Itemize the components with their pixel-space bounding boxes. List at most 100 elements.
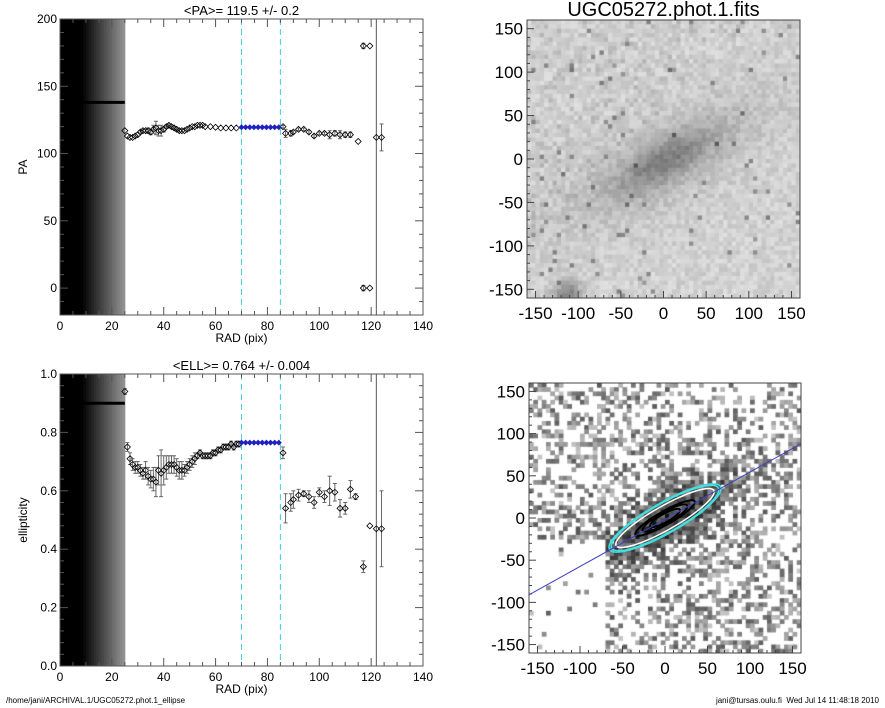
x-tick-label: 80	[261, 670, 275, 684]
y-tick-label: 0	[516, 509, 525, 528]
data-point	[193, 121, 201, 129]
inner-region-band	[111, 374, 115, 666]
inner-region-band	[80, 374, 84, 666]
inner-region-band	[88, 374, 92, 666]
data-point	[289, 495, 297, 504]
data-point	[366, 284, 374, 292]
y-tick-label: 0.8	[40, 425, 57, 439]
y-tick-label: 50	[504, 107, 523, 126]
inner-region-band	[117, 374, 121, 666]
y-tick-label: 0.6	[40, 484, 57, 498]
data-point	[352, 493, 360, 501]
data-point	[377, 133, 386, 141]
fit-point	[250, 439, 257, 446]
inner-region-band	[109, 19, 113, 315]
inner-region-band	[122, 374, 126, 666]
data-point	[227, 124, 235, 132]
data-point	[212, 123, 220, 131]
data-point	[289, 128, 297, 136]
inner-region-band	[78, 374, 82, 666]
inner-region-band	[93, 374, 97, 666]
plot-title: <ELL>= 0.764 +/- 0.004	[173, 358, 310, 373]
inner-region-band	[67, 19, 71, 315]
y-tick-label: -100	[491, 593, 525, 612]
inner-region-band	[62, 19, 66, 315]
data-point	[341, 504, 349, 512]
data-point	[294, 491, 303, 499]
inner-region-band	[67, 374, 71, 666]
data-point	[336, 131, 344, 139]
x-tick-label: -50	[609, 304, 634, 323]
data-point	[354, 137, 362, 146]
image-frame	[526, 19, 801, 299]
major-axis-line	[528, 443, 802, 596]
data-point	[199, 121, 207, 129]
residual-image	[529, 383, 801, 653]
x-tick-label: -100	[563, 659, 597, 678]
data-point	[346, 485, 354, 493]
x-tick-label: 140	[413, 319, 433, 333]
x-tick-label: 0	[659, 304, 668, 323]
y-axis-label: PA	[16, 159, 30, 174]
inner-region-band	[93, 19, 97, 315]
data-point	[315, 129, 323, 137]
data-point	[377, 525, 386, 533]
y-tick-label: 50	[44, 214, 58, 228]
inner-region-band	[75, 19, 79, 315]
x-tick-label: 60	[209, 670, 223, 684]
fit-point	[246, 124, 253, 131]
footer-path: /home/jani/ARCHIVAL.1/UGC05272.phot.1_el…	[6, 696, 186, 705]
inner-region-band	[119, 374, 123, 666]
data-point	[300, 490, 308, 498]
x-tick-label: 0	[57, 670, 64, 684]
data-point	[131, 132, 139, 140]
data-point	[310, 498, 318, 507]
inner-region-band	[72, 374, 77, 666]
inner-region-band	[98, 19, 102, 315]
fit-point	[250, 124, 257, 131]
fit-point	[255, 439, 262, 446]
data-point	[336, 504, 344, 512]
x-axis-label: RAD (pix)	[215, 682, 267, 696]
isophote-ellipse	[649, 507, 681, 529]
x-tick-label: 120	[361, 319, 381, 333]
data-point	[366, 42, 374, 50]
inner-region-band	[104, 374, 108, 666]
x-tick-label: -150	[519, 304, 553, 323]
x-tick-label: 60	[209, 319, 223, 333]
x-tick-label: 50	[697, 304, 716, 323]
inner-region-band	[70, 19, 74, 315]
x-tick-label: 100	[736, 659, 764, 678]
y-tick-label: 150	[497, 382, 525, 401]
fit-point	[242, 124, 249, 131]
x-tick-label: 50	[698, 659, 717, 678]
fit-point	[275, 124, 282, 131]
inner-region-band	[78, 19, 82, 315]
fit-point	[271, 439, 278, 446]
inner-region-band	[83, 19, 87, 315]
data-point	[217, 124, 225, 132]
galaxy-image	[527, 20, 800, 298]
x-tick-label: 40	[157, 319, 171, 333]
isophote-ellipse	[610, 484, 720, 552]
data-point	[279, 449, 287, 457]
data-point	[366, 522, 374, 530]
y-axis-label: ellipticity	[16, 497, 30, 542]
data-point	[201, 123, 209, 131]
fit-point	[246, 439, 253, 446]
inner-region-band	[96, 374, 100, 666]
fit-point	[271, 124, 278, 131]
x-tick-label: 20	[105, 670, 119, 684]
x-tick-label: 120	[361, 670, 381, 684]
inner-region-band	[96, 19, 100, 315]
fit-point	[259, 439, 266, 446]
x-tick-label: -50	[610, 659, 635, 678]
inner-region-band	[60, 374, 64, 666]
data-point	[121, 127, 129, 135]
inner-region-band	[106, 19, 110, 315]
x-tick-label: 20	[105, 319, 119, 333]
plot-title: <PA>= 119.5 +/- 0.2	[184, 3, 299, 18]
inner-region-band	[65, 19, 69, 315]
data-point	[129, 133, 137, 141]
